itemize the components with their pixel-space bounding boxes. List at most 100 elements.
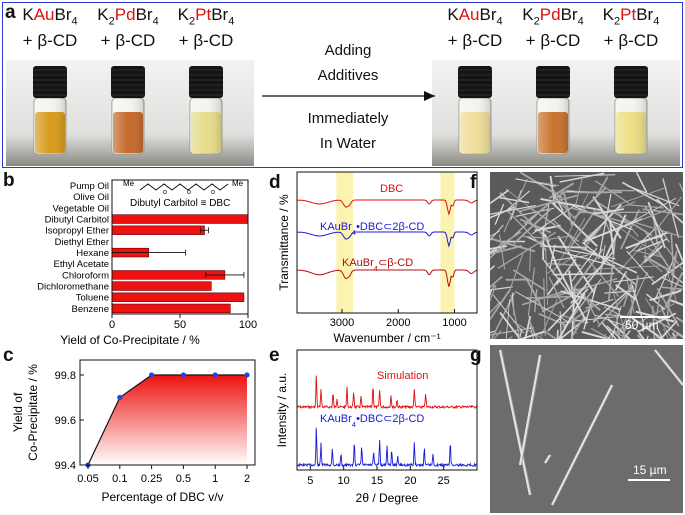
fiber [528,320,538,339]
fiber [613,223,666,261]
fiber [645,298,673,339]
me-label-left: Me [123,179,135,188]
fiber [594,314,640,332]
fiber [519,194,578,212]
fiber [665,247,683,270]
fiber [499,311,522,339]
data-point [117,394,123,401]
fiber [557,235,596,294]
fiber [568,270,575,297]
category-label: Vegetable Oil [52,203,109,214]
vial-cap [614,66,648,98]
chain-bonds [139,183,229,191]
fiber [551,254,588,262]
fiber [547,262,582,267]
simulation-label: Simulation [377,370,428,382]
fiber [490,288,511,322]
x-axis-label: Percentage of DBC v/v [101,490,223,504]
fiber [512,269,546,291]
fiber [603,306,626,319]
fiber [654,196,683,232]
arrow-text-3: Immediately [307,110,389,127]
fiber [638,332,645,339]
fiber [506,209,547,252]
right-vials [458,66,648,155]
x-tick-label: 10 [338,475,350,487]
fiber [490,326,535,336]
fiber [524,316,532,339]
fiber [621,316,630,339]
oxygen-atom: o [187,189,191,196]
nanorod [498,349,532,496]
fiber [633,249,661,258]
x-tick-label: 50 [174,319,186,331]
fiber [600,214,627,268]
y-axis-label-2: Co-Precipitate / % [26,364,40,461]
fiber [585,298,600,326]
x-tick-label: 0.5 [176,473,191,485]
category-label: Hexane [76,248,109,259]
fiber [660,286,683,290]
fiber [517,330,545,339]
fiber [554,174,616,177]
fiber [644,255,674,274]
fiber [490,230,500,237]
cd-label: KAuBr4⊂β-CD [342,257,413,273]
fiber [519,172,563,199]
simulation-trace [296,375,477,410]
vial-label: KAuBr4 + β-CD [447,5,503,51]
panel-a-frame [2,2,683,168]
fiber [656,327,664,339]
fiber [678,183,683,194]
scale-label-g: 15 µm [633,463,667,477]
fiber [490,284,496,294]
fiber [557,292,586,339]
fiber [523,235,549,239]
vial-label: K2PtBr4 + β-CD [602,5,660,51]
bar [111,281,212,291]
fiber [543,259,578,304]
fiber [621,325,627,339]
chart-e: Simulation KAuBr4•DBC⊂2β-CD 5 10 15 20 25 2θ / … [275,349,478,505]
vial-cap [458,66,492,98]
x-tick-label: 100 [239,319,257,331]
fiber [490,286,513,291]
chart-b: Me o o o Me Dibutyl Carbitol ≡ DBC Pump OilOli… [37,179,257,345]
fiber [544,203,550,228]
plot-frame [296,349,478,471]
cd-trace [297,269,478,287]
fiber [560,290,622,311]
nanorod-edge [501,349,532,496]
fiber [661,277,683,288]
fiber [638,240,663,268]
category-label: Dibutyl Carbitol [45,214,109,225]
x-axis-label: Yield of Co-Precipitate / % [60,333,200,345]
fiber [606,325,623,339]
chart-d: DBC KAuBr4•DBC⊂2β-CD KAuBr4⊂β-CD 3000 2000 10… [277,171,478,345]
fiber [572,187,607,220]
bar [111,303,231,314]
fiber [490,245,522,255]
fiber [584,218,643,243]
panel-a-photos [6,60,680,166]
fiber [592,208,625,215]
arrow-text-1: Adding [324,42,372,59]
fiber [632,221,683,238]
fiber [490,224,504,242]
vial [614,66,648,155]
vial [189,66,223,155]
fiber [549,185,569,210]
y-tick-label: 99.4 [55,460,76,472]
fiber [578,245,638,274]
data-point [149,372,155,378]
vial-label: K2PdBr4 + β-CD [522,5,584,51]
vial [33,66,67,155]
x-tick-label: 15 [371,475,383,487]
vial-cap [33,66,67,98]
x-tick-label: 2000 [386,317,410,329]
fiber [635,172,648,193]
area-fill [88,375,247,465]
fiber [615,312,620,339]
fiber [613,276,654,283]
fiber [560,192,589,250]
